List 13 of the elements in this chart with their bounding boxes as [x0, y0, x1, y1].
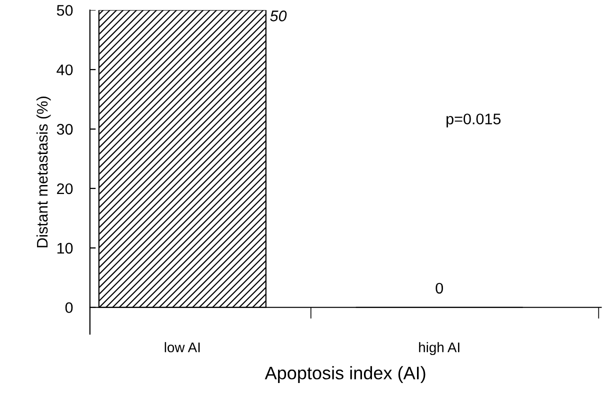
x-axis-title: Apoptosis index (AI) — [264, 366, 426, 383]
annotation: p=0.015 — [446, 114, 501, 128]
data-label: 50 — [270, 10, 287, 22]
y-axis-title: Distant metastasis (%) — [36, 96, 51, 248]
y-tick-label: 40 — [56, 64, 73, 76]
y-tick-label: 50 — [56, 4, 73, 16]
x-tick-label: high AI — [419, 342, 460, 356]
y-tick-label: 10 — [57, 242, 73, 254]
y-tick-label: 20 — [57, 183, 73, 194]
data-label: 0 — [436, 282, 444, 294]
x-tick-label: low AI — [164, 342, 200, 352]
y-tick-label: 30 — [56, 124, 73, 135]
y-tick-label: 0 — [65, 302, 73, 314]
